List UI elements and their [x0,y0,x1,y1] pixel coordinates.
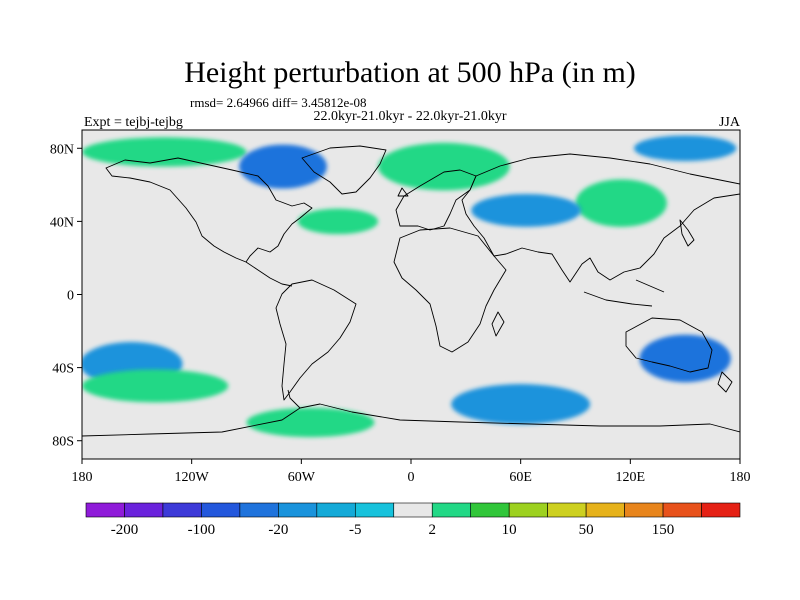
x-axis: 180 120W 60W 0 60E 120E 180 [72,459,751,485]
colorbar-label: -5 [349,522,362,538]
y-tick-label: 80S [52,435,74,450]
colorbar-swatch [201,502,241,518]
x-tick-label: 180 [730,470,751,485]
colorbar-swatch [624,502,664,518]
region-australia-low [639,334,731,383]
colorbar-label: -20 [268,522,288,538]
colorbar-label: 50 [579,522,594,538]
region-arctic-west [82,137,247,167]
y-tick-label: 40S [52,362,74,377]
region-southern-ocean-low [451,384,591,425]
colorbar-swatch [547,502,587,518]
x-tick-label: 120W [175,470,210,485]
region-east-asia-high [575,179,667,227]
x-tick-label: 60E [509,470,532,485]
colorbar-swatch [85,502,125,518]
contour-regions [82,135,737,438]
colorbar-swatch [124,502,164,518]
x-tick-label: 180 [72,470,93,485]
x-tick-label: 120E [616,470,646,485]
colorbar-swatch [393,502,433,518]
colorbar-swatch [162,502,202,518]
y-tick-label: 0 [67,289,74,304]
colorbar-label: 10 [502,522,517,538]
region-south-pacific-high [82,369,229,403]
colorbar-swatch [431,502,472,518]
coastlines [82,145,740,437]
y-tick-label: 40N [50,215,74,230]
map-plot-area: 180 120W 60W 0 60E 120E 180 80N 40N 0 40S 80S [50,129,751,485]
colorbar: -200 -100 -20 -5 2 10 50 150 [85,502,741,538]
region-north-atlantic-low [239,144,327,189]
region-scandinavia-high [378,142,510,191]
season-label: JJA [719,115,741,130]
y-axis: 80N 40N 0 40S 80S [50,142,82,450]
stats-label: rmsd= 2.64966 diff= 3.45812e-08 [190,95,367,110]
colorbar-label: -100 [188,522,216,538]
y-tick-label: 80N [50,142,74,157]
colorbar-swatch [316,502,356,518]
x-tick-label: 0 [408,470,415,485]
x-tick-label: 60W [288,470,316,485]
colorbar-swatch [239,502,279,518]
colorbar-swatch [508,502,548,518]
colorbar-swatch [278,502,318,518]
experiment-label: Expt = tejbj-tejbg [84,115,183,130]
region-central-asia-low [471,193,581,227]
colorbar-swatch [470,502,510,518]
region-north-pacific-east [633,135,737,162]
colorbar-swatch [585,502,625,518]
region-mid-atlantic-high [297,208,379,235]
chart-title: Height perturbation at 500 hPa (in m) [184,56,636,89]
region-south-atlantic-high [246,407,375,438]
colorbar-swatch [354,502,395,518]
colorbar-swatch [662,502,702,518]
period-label: 22.0kyr-21.0kyr - 22.0kyr-21.0kyr [313,109,506,124]
colorbar-swatch [701,502,741,518]
colorbar-label: -200 [111,522,139,538]
colorbar-label: 2 [428,522,436,538]
colorbar-label: 150 [652,522,675,538]
